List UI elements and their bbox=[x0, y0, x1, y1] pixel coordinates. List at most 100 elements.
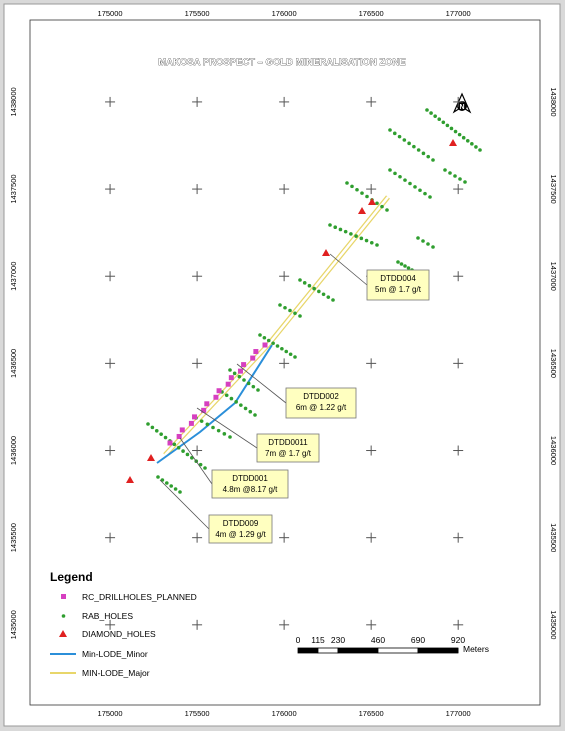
scale-segment bbox=[337, 647, 379, 654]
rab-hole bbox=[216, 428, 221, 433]
legend-symbol bbox=[61, 594, 66, 599]
scale-label: 230 bbox=[331, 635, 345, 645]
rab-hole bbox=[375, 243, 379, 247]
rab-hole bbox=[359, 236, 364, 241]
rc-hole bbox=[253, 349, 259, 355]
scale-segment bbox=[377, 647, 419, 654]
rab-hole bbox=[369, 240, 374, 245]
rab-hole bbox=[146, 422, 150, 426]
rab-hole bbox=[412, 144, 416, 149]
grid-cross bbox=[366, 96, 377, 107]
rab-hole bbox=[275, 344, 280, 348]
rab-hole bbox=[465, 138, 470, 143]
rc-hole bbox=[241, 362, 247, 368]
y-tick-label-right: 1437500 bbox=[549, 174, 558, 203]
rab-hole bbox=[321, 292, 326, 297]
rab-hole bbox=[365, 194, 369, 199]
rab-hole bbox=[154, 428, 159, 433]
north-arrow: N bbox=[452, 92, 472, 114]
rab-hole bbox=[302, 281, 307, 285]
diamond-hole bbox=[368, 198, 376, 205]
rab-hole bbox=[317, 289, 321, 294]
rab-hole bbox=[181, 449, 185, 453]
rab-hole bbox=[380, 204, 384, 209]
legend-symbol bbox=[61, 614, 66, 618]
rab-hole bbox=[416, 148, 421, 152]
rab-hole bbox=[392, 131, 397, 136]
rab-hole bbox=[360, 191, 364, 195]
legend-symbol bbox=[59, 630, 67, 637]
rab-hole bbox=[407, 141, 411, 146]
map-title: MAKOSA PROSPECT – GOLD MINERALISATION ZO… bbox=[158, 57, 406, 68]
callout-result: 4.8m @8.17 g/t bbox=[223, 485, 279, 494]
y-tick-label-left: 1437000 bbox=[9, 262, 18, 291]
rc-hole bbox=[188, 420, 194, 426]
rc-hole bbox=[176, 433, 182, 439]
grid-cross bbox=[366, 445, 377, 456]
grid-cross bbox=[279, 358, 290, 369]
rab-hole bbox=[173, 487, 178, 491]
rab-hole bbox=[228, 368, 232, 372]
rab-hole bbox=[441, 120, 446, 125]
rab-hole bbox=[199, 419, 204, 423]
rab-hole bbox=[458, 177, 462, 181]
rab-hole bbox=[298, 314, 302, 318]
rab-hole bbox=[288, 308, 292, 313]
rab-hole bbox=[375, 201, 379, 206]
rab-hole bbox=[453, 129, 458, 134]
legend-label: DIAMOND_HOLES bbox=[82, 629, 156, 639]
grid-cross bbox=[453, 271, 464, 282]
grid-cross bbox=[105, 445, 116, 456]
grid-cross bbox=[279, 271, 290, 282]
rab-hole bbox=[271, 341, 275, 346]
rab-hole bbox=[403, 264, 407, 268]
y-tick-label-right: 1436000 bbox=[549, 436, 558, 465]
legend-label: MIN-LODE_Major bbox=[82, 668, 150, 678]
grid-cross bbox=[453, 96, 464, 107]
x-tick-label-top: 175000 bbox=[98, 9, 123, 18]
rab-hole bbox=[258, 333, 262, 337]
rab-hole bbox=[293, 311, 297, 316]
rab-hole bbox=[416, 236, 420, 240]
rab-hole bbox=[403, 178, 407, 182]
rab-hole bbox=[242, 378, 246, 382]
rab-hole bbox=[388, 128, 392, 132]
callout-hole: DTDD004 bbox=[380, 274, 416, 283]
legend-label: Min-LODE_Minor bbox=[82, 649, 148, 659]
y-tick-label-left: 1437500 bbox=[9, 174, 18, 203]
diamond-hole bbox=[449, 139, 457, 146]
rab-hole bbox=[169, 484, 173, 488]
grid-cross bbox=[105, 96, 116, 107]
grid-cross bbox=[105, 271, 116, 282]
rab-hole bbox=[396, 260, 400, 264]
rab-hole bbox=[326, 295, 331, 299]
rab-hole bbox=[354, 234, 358, 238]
callout-hole: DTDD009 bbox=[223, 519, 259, 528]
x-tick-label-bottom: 177000 bbox=[446, 709, 471, 718]
rab-hole bbox=[461, 135, 466, 140]
callout-result: 6m @ 1.22 g/t bbox=[296, 403, 347, 412]
scale-label: 690 bbox=[411, 635, 425, 645]
x-tick-label-top: 175500 bbox=[185, 9, 210, 18]
rab-hole bbox=[474, 145, 478, 149]
rab-hole bbox=[338, 227, 343, 232]
rab-hole bbox=[333, 225, 338, 230]
scale-segment bbox=[297, 647, 319, 654]
rab-hole bbox=[406, 266, 411, 270]
rab-hole bbox=[172, 442, 177, 447]
rab-hole bbox=[163, 435, 168, 440]
rab-hole bbox=[176, 445, 181, 450]
lode-major-inner bbox=[164, 196, 389, 456]
rab-hole bbox=[425, 108, 429, 112]
rab-hole bbox=[388, 168, 392, 172]
x-tick-label-top: 177000 bbox=[446, 9, 471, 18]
y-tick-label-left: 1435500 bbox=[9, 523, 18, 552]
grid-cross bbox=[279, 532, 290, 543]
x-tick-label-top: 176000 bbox=[272, 9, 297, 18]
grid-cross bbox=[366, 532, 377, 543]
rab-hole bbox=[228, 435, 232, 439]
y-tick-label-left: 1436000 bbox=[9, 436, 18, 465]
rab-hole bbox=[431, 158, 435, 162]
callout-leader bbox=[196, 407, 258, 449]
